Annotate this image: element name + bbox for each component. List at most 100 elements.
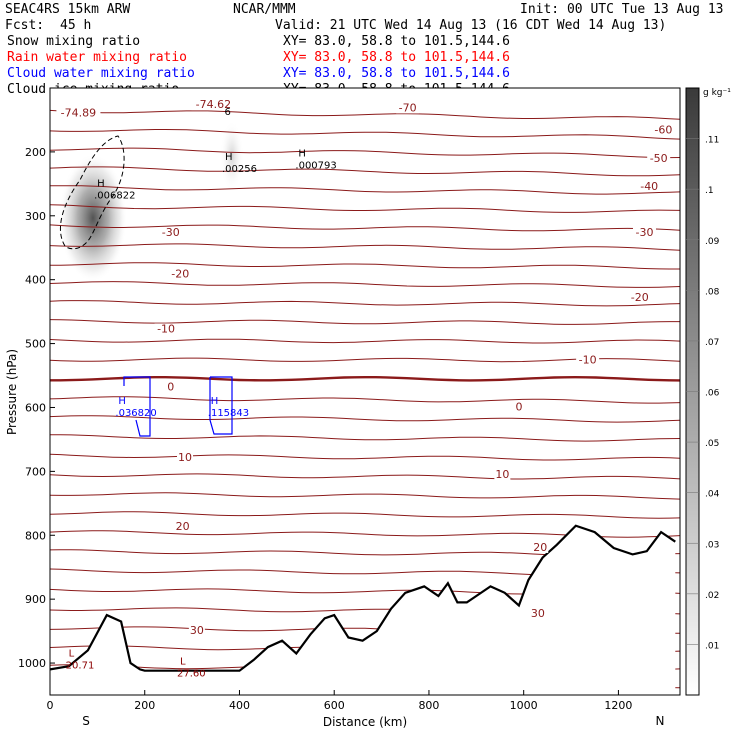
contour-label-bg-19	[529, 607, 546, 619]
south-endpoint-label: S	[82, 714, 90, 728]
colorbar-label-8: .09	[705, 237, 720, 247]
x-tick-label-6: 1200	[604, 699, 632, 712]
terrain-line	[50, 524, 676, 672]
colorbar-label-9: .1	[705, 186, 714, 196]
contour-label-7: -30	[635, 226, 653, 239]
isotherm-18	[50, 453, 680, 461]
contour-label-bg-10	[154, 323, 178, 335]
colorbar: g kg⁻¹ .01 .02 .03 .04 .05 .06 .07 .08 .09 .1 .11	[685, 87, 731, 696]
contour-label-10: -10	[157, 322, 175, 335]
isotherm-14	[50, 375, 680, 382]
isotherm-0	[50, 109, 680, 120]
field-name-2: Cloud water mixing ratio	[7, 66, 195, 81]
contour-label-bg-16	[174, 520, 191, 532]
y-tick-label-4: 600	[25, 401, 46, 414]
contour-label-bg-8	[168, 268, 192, 280]
extremum-L-0: L	[69, 649, 75, 660]
contour-label-bg-11	[576, 354, 600, 366]
contour-label-12: 0	[167, 381, 174, 394]
colorbar-label-10: .11	[705, 136, 719, 146]
y-tick-label-3: 500	[25, 338, 46, 351]
isotherm-2	[50, 147, 680, 159]
fcst-label: Fcst:	[5, 18, 44, 33]
contour-label-4: -50	[650, 152, 668, 165]
isotherm-17	[50, 434, 680, 442]
x-tick-label-1: 200	[134, 699, 155, 712]
y-tick-label-0: 200	[25, 146, 46, 159]
colorbar-label-3: .04	[705, 490, 720, 500]
isotherm-13	[50, 357, 680, 363]
contour-label-14: 10	[178, 451, 192, 464]
x-tick-label-2: 400	[229, 699, 250, 712]
extremum-H-6: H	[211, 396, 219, 407]
extremum-L-1: L	[180, 656, 186, 667]
extremum-value-1: 27.60	[177, 668, 206, 679]
isotherm-10	[50, 300, 680, 307]
contour-label-3: -60	[654, 124, 672, 137]
extremum-value-5: .036820	[115, 408, 156, 419]
contour-label-bg-7	[632, 226, 656, 238]
y-tick-label-2: 400	[25, 274, 46, 287]
contour-label-bg-15	[494, 469, 511, 481]
contour-label-18: 30	[190, 624, 204, 637]
colorbar-label-6: .07	[705, 338, 719, 348]
isotherm-21	[50, 511, 680, 519]
cloud-water-contour-1	[123, 376, 151, 437]
field-name-0: Snow mixing ratio	[7, 34, 140, 49]
contour-label-bg-18	[188, 625, 205, 637]
x-tick-label-0: 0	[47, 699, 54, 712]
isotherm-15	[50, 396, 680, 404]
temperature-contours	[50, 109, 680, 691]
y-axis-label: Pressure (hPa)	[5, 349, 19, 435]
contour-label-5: -40	[640, 180, 658, 193]
cloud-water-contour-2	[209, 376, 233, 435]
plot-area: -74.89 -74.62 -70 -60 -50 -40 -30 -30 -20 -20 -10 -…	[49, 87, 681, 696]
isotherm-3	[50, 166, 680, 177]
contour-label-11: -10	[579, 354, 597, 367]
contour-label-16: 20	[176, 520, 190, 533]
init-time: Init: 00 UTC Tue 13 Aug 13	[520, 2, 724, 17]
contour-label-bg-2	[396, 102, 420, 114]
isotherm-5	[50, 204, 680, 213]
extremum-H-5: H	[118, 396, 126, 407]
contour-label-bg-13	[514, 401, 524, 413]
extremum-H-3: H	[225, 152, 233, 163]
y-tick-label-1: 300	[25, 210, 46, 223]
y-tick-label-6: 800	[25, 529, 46, 542]
field-xy-1: XY= 83.0, 58.8 to 101.5,144.6	[283, 50, 510, 65]
minor-contour-label: 6	[224, 107, 230, 118]
isotherm-7	[50, 243, 680, 251]
contour-labels: -74.89 -74.62 -70 -60 -50 -40 -30 -30 -20 -20 -10 -…	[56, 98, 675, 637]
extremum-value-4: .000793	[295, 160, 336, 171]
contour-label-bg-1	[191, 99, 236, 111]
contour-label-bg-9	[628, 292, 652, 304]
extrema-labels: L20.71 L27.60H.006822H.00256H.000793H.036…	[66, 148, 337, 679]
isotherm-4	[50, 185, 680, 195]
center-title: NCAR/MMM	[233, 2, 296, 17]
contour-label-bg-6	[159, 226, 183, 238]
colorbar-units: g kg⁻¹	[703, 88, 731, 98]
fcst-value: 45 h	[60, 18, 91, 33]
x-tick-label-4: 800	[418, 699, 439, 712]
isotherm-8	[50, 262, 680, 270]
terrain	[50, 524, 676, 695]
extremum-H-2: H	[97, 178, 105, 189]
y-tick-label-5: 700	[25, 465, 46, 478]
contour-label-6: -30	[162, 226, 180, 239]
isotherm-19	[50, 473, 680, 480]
extremum-value-3: .00256	[222, 164, 257, 175]
x-axis-label: Distance (km)	[323, 715, 407, 729]
contour-label-0: -74.89	[61, 106, 96, 119]
field-xy-0: XY= 83.0, 58.8 to 101.5,144.6	[283, 34, 510, 49]
colorbar-label-5: .06	[705, 389, 720, 399]
contour-label-15: 10	[495, 468, 509, 481]
colorbar-label-1: .02	[705, 591, 719, 601]
isotherm-12	[50, 338, 680, 344]
field-xy-2: XY= 83.0, 58.8 to 101.5,144.6	[283, 66, 510, 81]
contour-label-9: -20	[631, 291, 649, 304]
contour-label-bg-12	[166, 381, 176, 393]
contour-label-8: -20	[171, 267, 189, 280]
colorbar-label-0: .01	[705, 641, 719, 651]
field-name-1: Rain water mixing ratio	[7, 50, 187, 65]
